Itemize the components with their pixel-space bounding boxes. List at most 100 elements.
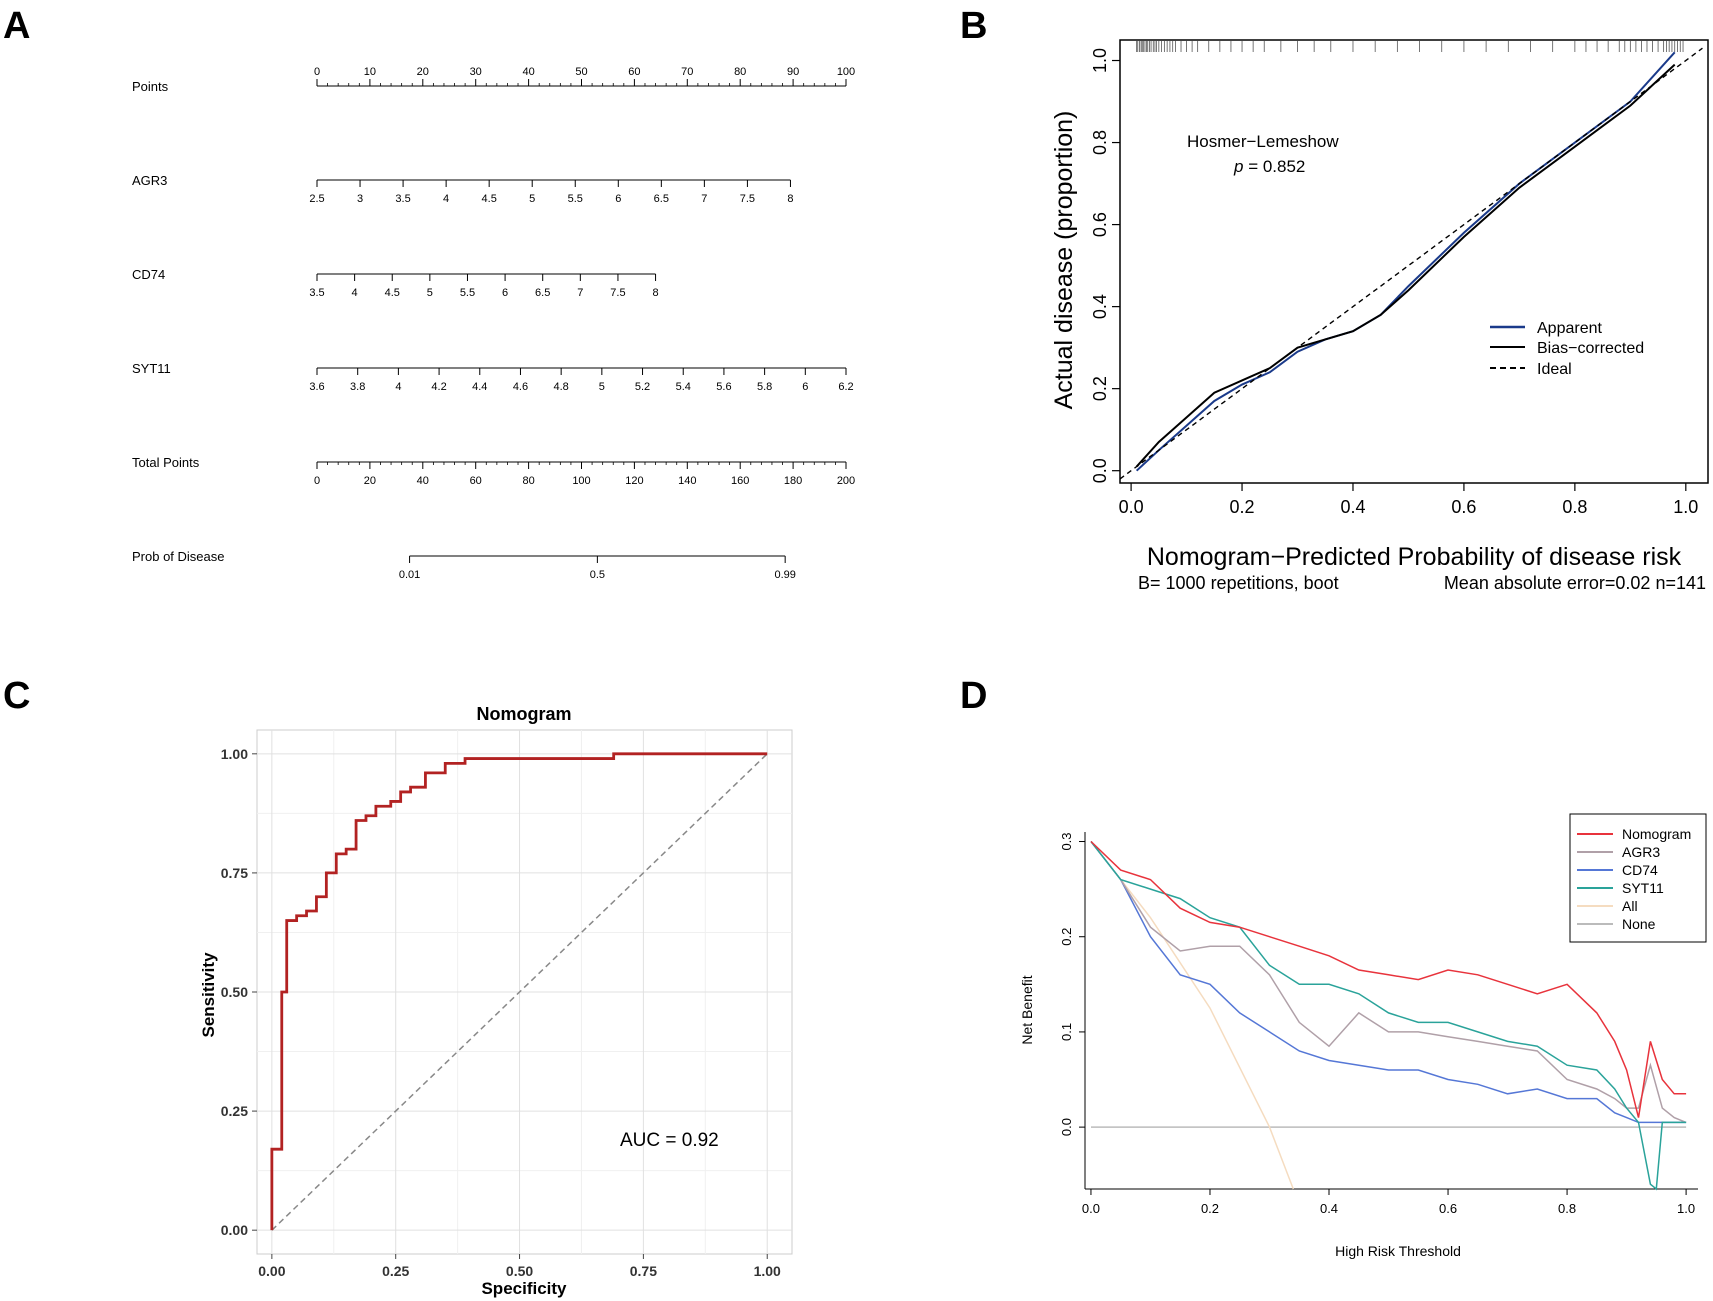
nomogram-tick-label: 7.5 [740, 193, 755, 205]
nomogram-tick-label: 5.8 [757, 381, 772, 393]
calibration-y-tick-label: 0.2 [1090, 376, 1110, 401]
nomogram-tick-label: 40 [522, 66, 534, 78]
roc-x-tick-label: 0.00 [258, 1263, 285, 1279]
nomogram-tick-label: 6.5 [535, 287, 550, 299]
nomogram-tick-label: 6.5 [654, 193, 669, 205]
dca-y-tick-label: 0.1 [1059, 1023, 1074, 1041]
nomogram-tick-label: 5 [599, 381, 605, 393]
legend-label-none: None [1622, 916, 1656, 932]
dca-x-axis-label: High Risk Threshold [1335, 1243, 1461, 1259]
calibration-y-tick-label: 1.0 [1090, 48, 1110, 73]
nomogram-tick-label: 60 [628, 66, 640, 78]
nomogram-tick-label: 60 [470, 475, 482, 487]
roc-annotation: AUC = 0.92 [620, 1130, 719, 1151]
nomogram-tick-label: 5.2 [635, 381, 650, 393]
legend-label-syt11: SYT11 [1622, 880, 1664, 896]
calibration-panel: 0.0 0.0 0.2 0.2 0.4 0.4 0.6 0.6 0.8 0.8 1.0 1.0 Hos… [1050, 39, 1709, 593]
roc-y-tick-label: 0.25 [221, 1103, 248, 1119]
dca-x-tick-label: 0.2 [1201, 1201, 1219, 1216]
legend-label-agr3: AGR3 [1622, 844, 1660, 860]
dca-x-tick-label: 0.0 [1082, 1201, 1100, 1216]
nomogram-tick-label: 5.5 [568, 193, 583, 205]
nomogram-tick-label: 0 [314, 66, 320, 78]
panel-label-a: A [3, 5, 30, 47]
roc-y-axis-label: Sensitivity [199, 952, 218, 1038]
calibration-x-tick-label: 0.8 [1562, 497, 1587, 517]
nomogram-tick-label: 200 [837, 475, 855, 487]
nomogram-tick-label: 10 [364, 66, 376, 78]
dca-x-tick-label: 0.6 [1439, 1201, 1457, 1216]
calibration-y-tick-label: 0.4 [1090, 294, 1110, 319]
dca-x-tick-label: 1.0 [1677, 1201, 1695, 1216]
panel-label-d: D [960, 675, 987, 717]
calibration-annotation: Hosmer−Lemeshow [1187, 132, 1339, 151]
nomogram-row-label-prob-of-disease: Prob of Disease [132, 549, 225, 564]
dca-series-nomogram [1090, 840, 1687, 1118]
dca-y-tick-label: 0.2 [1059, 928, 1074, 946]
dca-x-tick-label: 0.8 [1558, 1201, 1576, 1216]
calibration-y-tick-label: 0.0 [1090, 458, 1110, 483]
panel-label-c: C [3, 675, 30, 717]
dca-legend: Nomogram AGR3 CD74 SYT11 All None [1569, 813, 1707, 943]
roc-y-tick-label: 0.00 [221, 1222, 248, 1238]
nomogram-tick-label: 5 [427, 287, 433, 299]
nomogram-tick-label: 3.5 [395, 193, 410, 205]
nomogram-tick-label: 6.2 [838, 381, 853, 393]
nomogram-tick-label: 5.6 [716, 381, 731, 393]
nomogram-tick-label: 8 [787, 193, 793, 205]
nomogram-tick-label: 180 [784, 475, 802, 487]
legend-label-nomogram: Nomogram [1622, 826, 1691, 842]
nomogram-tick-label: 70 [681, 66, 693, 78]
nomogram-tick-label: 20 [364, 475, 376, 487]
calibration-x-tick-label: 0.0 [1119, 497, 1144, 517]
calibration-legend: Apparent Bias−corrected Ideal [1490, 320, 1644, 378]
dca-x-tick-label: 0.4 [1320, 1201, 1338, 1216]
nomogram-tick-label: 4.5 [385, 287, 400, 299]
dca-y-axis-label: Net Benefit [1019, 975, 1035, 1044]
calibration-y-tick-label: 0.6 [1090, 212, 1110, 237]
legend-label-all: All [1622, 898, 1638, 914]
nomogram-row-label-total-points: Total Points [132, 455, 200, 470]
nomogram-tick-label: 6 [615, 193, 621, 205]
nomogram-tick-label: 7 [577, 287, 583, 299]
roc-reference-line [271, 753, 768, 1231]
nomogram-tick-label: 4 [352, 287, 358, 299]
calibration-plot-frame [1119, 39, 1709, 484]
nomogram-row-label-cd74: CD74 [132, 267, 165, 282]
nomogram-tick-label: 0.5 [590, 569, 605, 581]
nomogram-tick-label: 6 [502, 287, 508, 299]
nomogram-tick-label: 30 [470, 66, 482, 78]
nomogram-tick-label: 7 [701, 193, 707, 205]
dca-y-tick-label: 0.3 [1059, 832, 1074, 850]
nomogram-row-label-syt11: SYT11 [132, 361, 171, 376]
calibration-x-tick-label: 0.4 [1340, 497, 1365, 517]
roc-x-tick-label: 1.00 [754, 1263, 781, 1279]
nomogram-tick-label: 120 [625, 475, 643, 487]
roc-y-tick-label: 0.50 [221, 984, 248, 1000]
nomogram-tick-label: 5.4 [676, 381, 691, 393]
roc-x-axis-label: Specificity [481, 1279, 567, 1298]
roc-curve [270, 752, 768, 1231]
nomogram-tick-label: 6 [802, 381, 808, 393]
nomogram-tick-label: 4.4 [472, 381, 487, 393]
calibration-x-tick-label: 0.6 [1451, 497, 1476, 517]
roc-title: Nomogram [476, 704, 571, 724]
roc-x-tick-label: 0.50 [506, 1263, 533, 1279]
nomogram-tick-label: 90 [787, 66, 799, 78]
roc-panel: 0.00 0.00 0.25 0.25 0.50 0.50 0.75 0.75 1.00 1.00… [199, 704, 793, 1298]
nomogram-tick-label: 3.8 [350, 381, 365, 393]
panel-label-b: B [960, 5, 987, 47]
calibration-x-tick-label: 0.2 [1230, 497, 1255, 517]
legend-label-bias-corrected: Bias−corrected [1537, 340, 1644, 357]
nomogram-row-label-agr3: AGR3 [132, 173, 167, 188]
calibration-y-tick-label: 0.8 [1090, 130, 1110, 155]
roc-x-tick-label: 0.75 [630, 1263, 657, 1279]
nomogram-tick-label: 4.8 [554, 381, 569, 393]
legend-label-cd74: CD74 [1622, 862, 1658, 878]
decision-curve-panel: 0.0 0.2 0.4 0.6 0.8 1.0 0.0 0.1 0.2 0.3 High Risk… [1019, 813, 1707, 1259]
nomogram-tick-label: 100 [837, 66, 855, 78]
calibration-y-axis-label: Actual disease (proportion) [1050, 111, 1078, 410]
calibration-footer-left: B= 1000 repetitions, boot [1138, 573, 1339, 593]
dca-y-tick-label: 0.0 [1059, 1118, 1074, 1136]
